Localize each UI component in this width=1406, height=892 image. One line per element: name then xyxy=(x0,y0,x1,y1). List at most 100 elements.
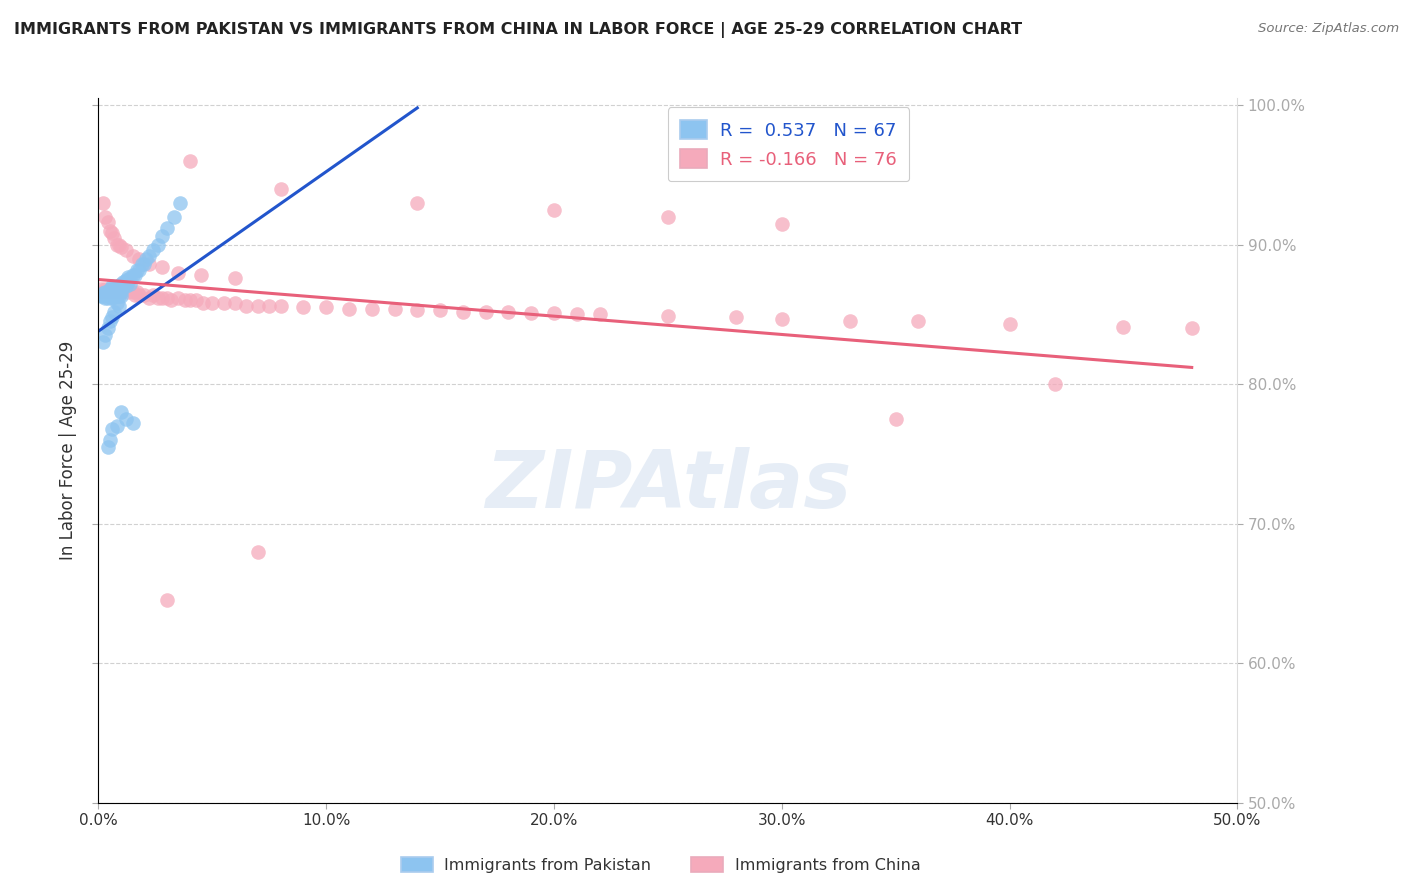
Point xyxy=(94,291,117,305)
Point xyxy=(725,310,748,325)
Point xyxy=(224,271,246,285)
Point xyxy=(839,314,862,328)
Point xyxy=(150,291,173,305)
Point xyxy=(108,237,131,252)
Point xyxy=(128,288,150,302)
Point xyxy=(110,240,132,254)
Point xyxy=(315,301,337,315)
Point xyxy=(451,304,474,318)
Point xyxy=(884,412,907,426)
Point xyxy=(96,440,118,454)
Point xyxy=(101,310,124,325)
Point xyxy=(110,277,132,291)
Point xyxy=(101,279,124,293)
Point xyxy=(96,289,118,303)
Point xyxy=(520,306,543,320)
Point xyxy=(186,293,208,308)
Point xyxy=(212,296,235,310)
Point xyxy=(543,202,565,217)
Point xyxy=(110,282,132,296)
Point xyxy=(131,257,153,271)
Point xyxy=(124,288,146,302)
Text: Source: ZipAtlas.com: Source: ZipAtlas.com xyxy=(1258,22,1399,36)
Point xyxy=(91,195,114,210)
Point xyxy=(121,416,143,430)
Point xyxy=(588,307,610,321)
Point xyxy=(103,282,125,296)
Point xyxy=(114,282,136,296)
Point xyxy=(235,299,257,313)
Point xyxy=(101,284,124,298)
Point xyxy=(114,412,136,426)
Point xyxy=(224,296,246,310)
Point xyxy=(105,279,128,293)
Point xyxy=(117,275,139,289)
Point xyxy=(121,268,143,283)
Point xyxy=(108,279,131,293)
Point xyxy=(112,275,135,289)
Point xyxy=(94,282,117,296)
Text: IMMIGRANTS FROM PAKISTAN VS IMMIGRANTS FROM CHINA IN LABOR FORCE | AGE 25-29 COR: IMMIGRANTS FROM PAKISTAN VS IMMIGRANTS F… xyxy=(14,22,1022,38)
Point xyxy=(105,237,128,252)
Point xyxy=(127,262,149,277)
Point xyxy=(101,291,124,305)
Point xyxy=(128,262,150,277)
Point xyxy=(114,272,136,286)
Point xyxy=(103,289,125,303)
Point xyxy=(156,220,179,235)
Point xyxy=(406,303,429,318)
Point xyxy=(108,285,131,299)
Point xyxy=(105,285,128,299)
Point xyxy=(124,268,146,283)
Point xyxy=(96,321,118,335)
Point xyxy=(543,306,565,320)
Point xyxy=(201,296,224,310)
Point xyxy=(1181,321,1204,335)
Point xyxy=(110,405,132,419)
Point xyxy=(657,309,679,323)
Point xyxy=(998,317,1021,331)
Point xyxy=(270,182,292,196)
Point xyxy=(103,282,125,296)
Point xyxy=(90,289,112,303)
Point xyxy=(98,314,121,328)
Point xyxy=(108,299,131,313)
Point xyxy=(94,285,117,299)
Point xyxy=(156,291,179,305)
Point xyxy=(101,227,124,241)
Point xyxy=(96,291,118,305)
Point xyxy=(101,285,124,299)
Point xyxy=(114,244,136,258)
Point xyxy=(246,544,269,558)
Point xyxy=(103,304,125,318)
Point xyxy=(98,433,121,447)
Point xyxy=(156,593,179,607)
Point xyxy=(114,279,136,293)
Point xyxy=(91,285,114,299)
Point xyxy=(132,257,155,271)
Point xyxy=(96,285,118,299)
Point xyxy=(98,282,121,296)
Point xyxy=(498,304,520,318)
Point xyxy=(96,215,118,229)
Point xyxy=(105,289,128,303)
Point xyxy=(103,230,125,244)
Point xyxy=(91,289,114,303)
Point xyxy=(337,301,360,316)
Point xyxy=(117,269,139,284)
Point xyxy=(132,288,155,302)
Point xyxy=(270,299,292,313)
Point xyxy=(474,304,496,318)
Point xyxy=(120,277,142,291)
Point xyxy=(565,307,588,321)
Point xyxy=(94,210,117,224)
Point xyxy=(110,285,132,299)
Point xyxy=(94,288,117,302)
Point xyxy=(98,224,121,238)
Point xyxy=(384,301,406,316)
Point xyxy=(127,285,149,299)
Point xyxy=(117,285,139,299)
Point xyxy=(120,271,142,285)
Text: ZIPAtlas: ZIPAtlas xyxy=(485,447,851,524)
Point xyxy=(246,299,269,313)
